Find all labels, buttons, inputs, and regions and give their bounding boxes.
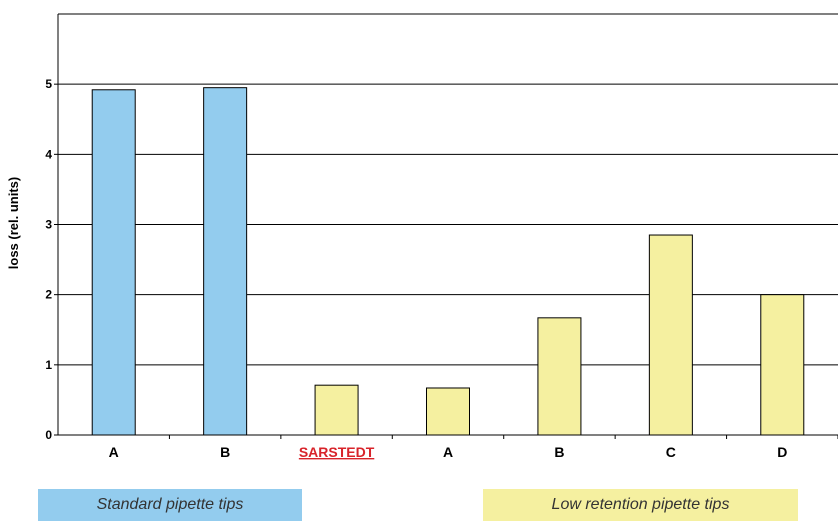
x-tick-label: C [666, 444, 676, 460]
legend-low-retention: Low retention pipette tips [483, 489, 798, 521]
bar-sarstedt-2 [314, 384, 359, 436]
bar-b-4 [537, 317, 582, 436]
legend-low-retention-label: Low retention pipette tips [551, 496, 730, 513]
y-tick-label: 2 [45, 288, 52, 302]
x-tick-label: B [554, 444, 564, 460]
bars [91, 87, 805, 436]
gridlines [58, 13, 838, 366]
x-tick-label: A [443, 444, 453, 460]
y-axis-label: loss (rel. units) [6, 177, 21, 269]
y-tick-label: 0 [45, 428, 52, 442]
x-tick-label: D [777, 444, 787, 460]
bar-b-1 [203, 87, 248, 436]
x-tick-label: B [220, 444, 230, 460]
bar-a-0 [91, 89, 136, 436]
bar-a-3 [426, 387, 470, 436]
legend-standard: Standard pipette tips [38, 489, 302, 521]
legend-standard-label: Standard pipette tips [96, 496, 244, 513]
y-tick-label: 1 [45, 358, 52, 372]
y-tick-label: 4 [45, 147, 52, 161]
x-tick-label: A [109, 444, 119, 460]
axes: 0 1 2 3 4 5 A B SARSTEDT A B C D [45, 14, 838, 460]
y-tick-label: 3 [45, 218, 52, 232]
bar-d-6 [760, 294, 805, 436]
y-tick-label: 5 [45, 77, 52, 91]
bar-c-5 [648, 234, 693, 436]
x-tick-label: SARSTEDT [299, 444, 375, 460]
